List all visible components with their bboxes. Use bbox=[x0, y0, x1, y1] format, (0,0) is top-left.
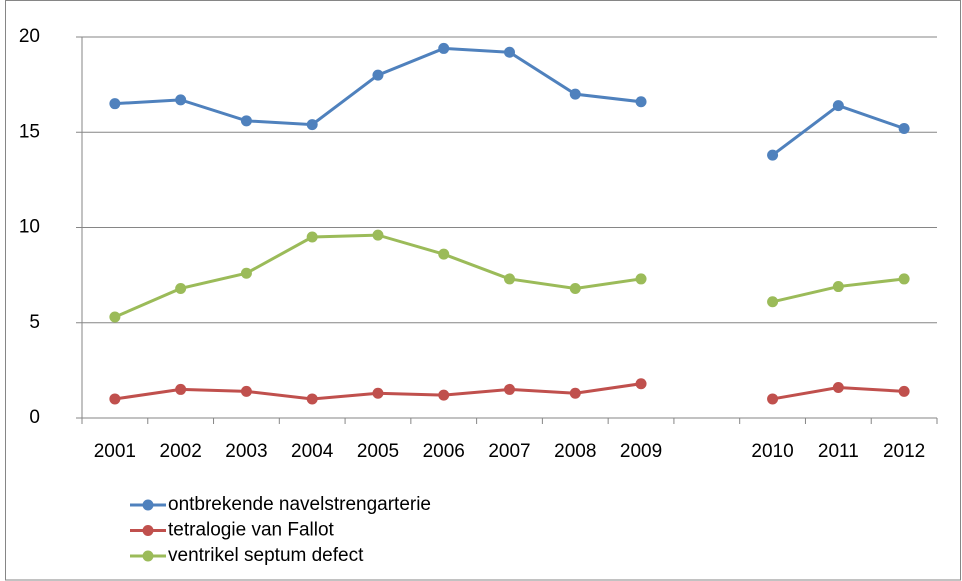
data-point bbox=[306, 119, 318, 131]
data-point bbox=[898, 385, 910, 397]
y-tick-label: 15 bbox=[19, 121, 40, 142]
data-point bbox=[175, 94, 187, 106]
data-point bbox=[306, 231, 318, 243]
data-point bbox=[832, 382, 844, 394]
data-point bbox=[240, 385, 252, 397]
x-tick-label: 2007 bbox=[488, 441, 530, 462]
data-point bbox=[504, 46, 515, 58]
x-tick-label: 2008 bbox=[554, 441, 596, 462]
data-point bbox=[504, 273, 515, 285]
data-point bbox=[767, 149, 779, 161]
legend-marker bbox=[142, 550, 154, 562]
data-point bbox=[175, 383, 187, 395]
data-point bbox=[898, 122, 910, 134]
x-tick-label: 2003 bbox=[225, 441, 267, 462]
data-point bbox=[306, 393, 318, 405]
x-tick-label: 2004 bbox=[291, 441, 334, 462]
legend-label: tetralogie van Fallot bbox=[168, 520, 335, 541]
x-tick-label: 2012 bbox=[883, 441, 925, 462]
data-point bbox=[109, 98, 121, 110]
data-point bbox=[109, 393, 121, 405]
data-point bbox=[240, 267, 252, 279]
x-tick-label: 2010 bbox=[751, 441, 793, 462]
data-point bbox=[832, 100, 844, 112]
data-point bbox=[569, 387, 581, 399]
legend-marker bbox=[142, 525, 154, 536]
data-point bbox=[109, 311, 121, 323]
y-tick-label: 20 bbox=[19, 26, 40, 47]
data-point bbox=[767, 296, 779, 308]
data-point bbox=[175, 282, 187, 294]
x-tick-label: 2005 bbox=[357, 441, 399, 462]
data-point bbox=[569, 88, 581, 100]
y-tick-label: 0 bbox=[29, 407, 40, 428]
data-point bbox=[635, 96, 647, 108]
x-tick-label: 2001 bbox=[94, 441, 136, 462]
data-point bbox=[372, 69, 384, 81]
legend-label: ontbrekende navelstrengarterie bbox=[168, 494, 431, 515]
chart-border bbox=[5, 0, 961, 581]
data-point bbox=[635, 273, 647, 285]
x-tick-label: 2002 bbox=[160, 441, 202, 462]
data-point bbox=[898, 273, 910, 285]
data-point bbox=[504, 383, 515, 395]
data-point bbox=[240, 115, 252, 127]
data-point bbox=[767, 393, 779, 405]
data-point bbox=[438, 42, 450, 54]
data-point bbox=[635, 378, 647, 390]
data-point bbox=[832, 281, 844, 293]
y-tick-label: 10 bbox=[19, 217, 40, 238]
x-tick-label: 2011 bbox=[818, 441, 859, 462]
legend-marker bbox=[142, 499, 154, 511]
y-tick-label: 5 bbox=[29, 312, 40, 333]
x-tick-label: 2009 bbox=[620, 441, 662, 462]
data-point bbox=[372, 229, 384, 241]
data-point bbox=[438, 389, 450, 401]
data-point bbox=[438, 248, 450, 260]
legend-label: ventrikel septum defect bbox=[168, 545, 364, 566]
data-point bbox=[569, 282, 581, 294]
x-tick-label: 2006 bbox=[423, 441, 465, 462]
data-point bbox=[372, 387, 384, 399]
